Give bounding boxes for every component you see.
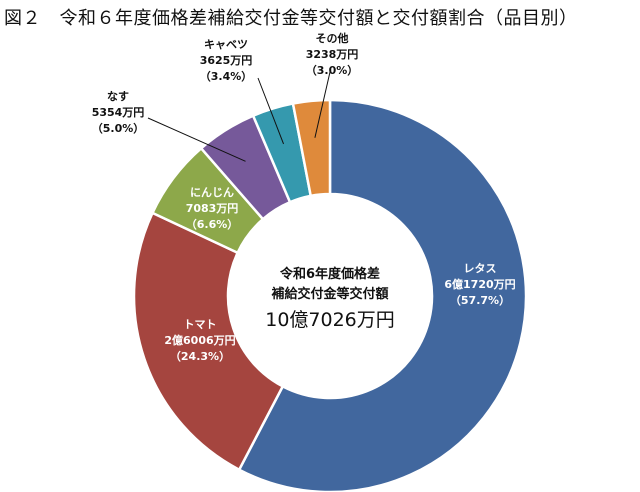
leader-line-3 [147, 117, 246, 162]
slice-label-1: トマト 2億6006万円 （24.3%） [164, 318, 235, 363]
slice-0 [237, 98, 528, 492]
slice-label-2-line-1: 7083万円 [186, 202, 239, 215]
center-line-1: 令和6年度価格差 [280, 266, 380, 282]
slice-label-2-line-0: にんじん [190, 186, 234, 199]
slice-5 [291, 98, 332, 198]
slice-label-2-line-2: （6.6%） [186, 218, 239, 231]
slice-label-4-line-2: （3.4%） [200, 70, 253, 83]
slice-label-5-line-2: （3.0%） [306, 64, 359, 77]
slice-label-4-line-1: 3625万円 [200, 54, 253, 67]
slice-label-0-line-0: レタス [464, 262, 497, 275]
slice-label-5-line-1: 3238万円 [306, 48, 359, 61]
slice-label-3-line-1: 5354万円 [92, 106, 145, 119]
slice-label-0: レタス 6億1720万円 （57.7%） [444, 262, 515, 307]
slice-label-2: にんじん 7083万円 （6.6%） [186, 186, 239, 231]
slice-label-5-line-0: その他 [316, 31, 349, 45]
slice-label-0-line-2: （57.7%） [450, 294, 510, 307]
slice-1 [132, 211, 285, 472]
slice-label-1-line-1: 2億6006万円 [164, 333, 235, 347]
center-line-2: 補給交付金等交付額 [270, 286, 388, 302]
slice-label-1-line-0: トマト [184, 318, 217, 331]
slice-label-3-line-0: なす [107, 90, 129, 103]
leader-line-5 [314, 71, 331, 138]
slice-label-0-line-1: 6億1720万円 [444, 277, 515, 291]
slice-label-4-line-0: キャベツ [204, 38, 248, 51]
leader-line-4 [257, 77, 285, 145]
center-total: 10億7026万円 [265, 309, 395, 331]
chart-title: 図２ 令和６年度価格差補給交付金等交付額と交付額割合（品目別） [4, 8, 578, 29]
slice-label-3-line-2: （5.0%） [92, 122, 145, 135]
slice-label-1-line-2: （24.3%） [170, 350, 230, 363]
slice-label-3: なす 5354万円 （5.0%） [92, 90, 145, 135]
slice-label-5: その他 3238万円 （3.0%） [306, 31, 359, 77]
slice-label-4: キャベツ 3625万円 （3.4%） [200, 38, 253, 83]
